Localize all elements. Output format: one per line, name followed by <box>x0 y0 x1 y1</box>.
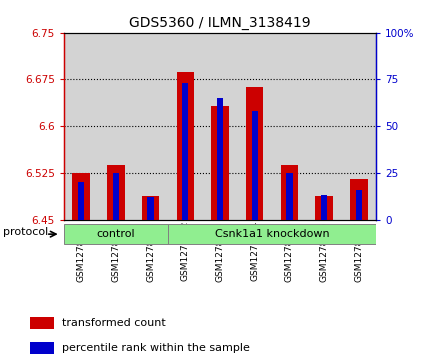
Bar <box>307 33 341 220</box>
Bar <box>64 33 99 220</box>
Bar <box>73 173 90 220</box>
Bar <box>30 342 54 354</box>
Bar <box>107 166 125 220</box>
Bar <box>341 33 376 220</box>
Bar <box>142 196 159 220</box>
Bar <box>133 33 168 220</box>
Bar <box>272 33 307 220</box>
FancyBboxPatch shape <box>64 224 168 244</box>
Bar <box>168 33 203 220</box>
Text: transformed count: transformed count <box>62 318 165 328</box>
Bar <box>252 111 258 220</box>
Bar <box>113 173 119 220</box>
Bar <box>315 196 333 220</box>
Text: Csnk1a1 knockdown: Csnk1a1 knockdown <box>215 229 330 239</box>
Bar <box>99 33 133 220</box>
Bar <box>147 197 154 220</box>
Bar <box>281 166 298 220</box>
Bar <box>211 106 229 220</box>
Bar <box>182 83 188 220</box>
Bar <box>356 190 362 220</box>
Bar <box>176 72 194 220</box>
Text: protocol: protocol <box>3 227 48 237</box>
Bar <box>350 179 367 220</box>
Bar <box>237 33 272 220</box>
FancyBboxPatch shape <box>168 224 376 244</box>
Bar <box>30 317 54 329</box>
Text: percentile rank within the sample: percentile rank within the sample <box>62 343 249 353</box>
Bar <box>203 33 237 220</box>
Bar <box>321 195 327 220</box>
Text: control: control <box>96 229 135 239</box>
Bar <box>246 87 264 220</box>
Title: GDS5360 / ILMN_3138419: GDS5360 / ILMN_3138419 <box>129 16 311 30</box>
Bar <box>217 98 223 220</box>
Bar <box>286 173 293 220</box>
Bar <box>78 182 84 220</box>
